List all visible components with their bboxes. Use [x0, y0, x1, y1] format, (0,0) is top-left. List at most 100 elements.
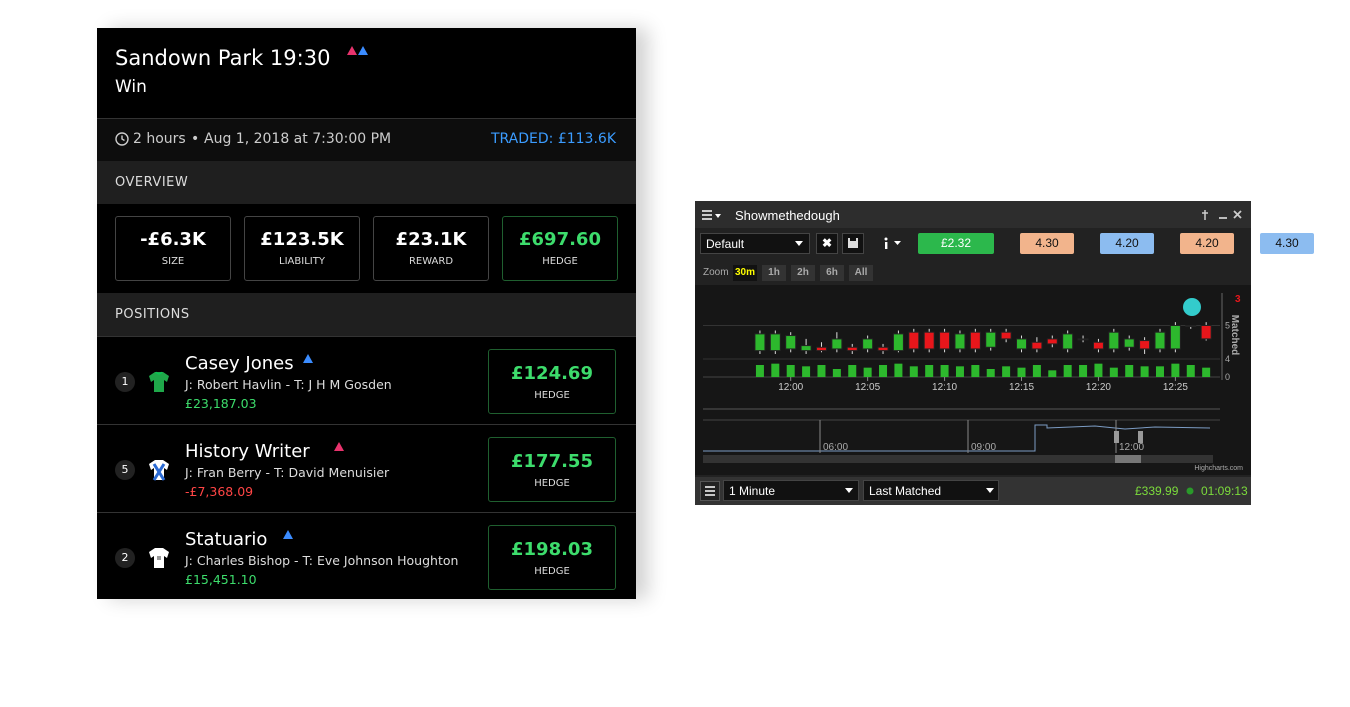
candle-body: [831, 338, 843, 350]
candle-body: [1092, 341, 1104, 350]
hedge-box: £124.69 HEDGE: [488, 349, 616, 414]
runner-number: 1: [115, 372, 135, 392]
hedge-value: £177.55: [511, 451, 593, 472]
overview-bar: OVERVIEW: [97, 161, 636, 204]
stat-box: -£6.3K SIZE: [115, 216, 231, 281]
candle-body: [1139, 340, 1151, 350]
candle-body: [939, 331, 951, 350]
volume-bar: [909, 366, 918, 377]
volume-bar: [955, 366, 964, 377]
stat-label: HEDGE: [542, 256, 578, 267]
candle-body: [785, 335, 797, 350]
candle-body: [1062, 333, 1074, 350]
x-tick-label: 12:10: [932, 382, 957, 393]
candle-body: [1031, 341, 1043, 350]
plot-bg: [695, 285, 1251, 475]
stat-box: £23.1K REWARD: [373, 216, 489, 281]
carets: [845, 488, 994, 493]
volume-bar: [1048, 370, 1057, 377]
candle-body: [969, 331, 981, 350]
scroll-thumb[interactable]: [1115, 455, 1141, 463]
price-chart: 4 5 0 12:00 12:05 12:10 12:15 12:20 12:25 Matched…: [695, 285, 1251, 475]
volume-bar: [832, 369, 841, 377]
clock-icon: [115, 132, 129, 146]
stat-label: SIZE: [161, 256, 185, 267]
navigator-tick-label: 12:00: [1119, 442, 1144, 453]
volume-bar: [1109, 367, 1118, 377]
candle-body: [1046, 338, 1058, 345]
runner-number: 5: [115, 460, 135, 480]
volume-bar: [940, 365, 949, 377]
hedge-value: £198.03: [511, 539, 593, 560]
volume-bar: [1032, 365, 1041, 377]
mode-select[interactable]: Last Matched: [863, 480, 999, 501]
volume-bar: [848, 365, 857, 377]
volume-bar: [1186, 365, 1195, 377]
duration: 2 hours: [133, 131, 186, 147]
runner-name: History Writer: [185, 441, 310, 462]
save-button[interactable]: [842, 233, 864, 254]
candle-body: [754, 333, 766, 352]
zoom-button: 2h: [791, 265, 815, 281]
alert-icon: [282, 530, 293, 539]
alert-icon: [303, 354, 314, 363]
positions-bar: POSITIONS: [97, 293, 636, 336]
runner-number: 2: [115, 548, 135, 568]
axis-title: Matched: [1229, 315, 1240, 356]
x-tick-label: 12:05: [855, 382, 880, 393]
hedge-label: HEDGE: [534, 478, 570, 489]
runner-name: Casey Jones: [185, 353, 294, 374]
candle-body: [1016, 338, 1028, 350]
volume-bar: [817, 365, 826, 377]
volume-bar: [755, 365, 764, 377]
candle-body: [954, 333, 966, 350]
navigator-handle[interactable]: [1114, 431, 1119, 443]
runner-amount: -£7,368.09: [185, 484, 254, 499]
candle-body: [1200, 324, 1212, 340]
x-tick-label: 12:15: [1009, 382, 1034, 393]
candle-body: [1000, 331, 1012, 340]
volume-tick-label: 0: [1225, 372, 1230, 382]
candle-body: [769, 333, 781, 352]
alert-icons: [347, 46, 368, 55]
stat-value: £23.1K: [395, 229, 467, 250]
volume-bar: [1017, 367, 1026, 377]
x-tick-label: 12:25: [1163, 382, 1188, 393]
candle-body: [1169, 324, 1181, 350]
market-panel: Sandown Park 19:30 Win 2 hours • Aug 1, …: [97, 28, 636, 599]
profile-select[interactable]: Default: [700, 233, 810, 254]
volume-bar: [1171, 363, 1180, 377]
window-controls[interactable]: [1201, 209, 1247, 221]
info-button[interactable]: [881, 237, 905, 249]
traded: TRADED: £113.6K: [490, 131, 616, 147]
hedge-label: HEDGE: [534, 390, 570, 401]
volume-bar: [771, 363, 780, 377]
interval-select[interactable]: 1 Minute: [723, 480, 859, 501]
clear-button[interactable]: ✖: [816, 233, 838, 254]
price-button: 4.20: [1180, 233, 1234, 254]
menu-button[interactable]: [700, 481, 720, 501]
zoom-button: 1h: [762, 265, 786, 281]
position-row: 1 Casey Jones J: Robert Havlin - T: J H M …: [97, 336, 636, 423]
candle-body: [1154, 331, 1166, 350]
price-button: £2.32: [918, 233, 994, 254]
volume-bar: [1125, 365, 1134, 377]
silk-icon: [149, 548, 169, 568]
hedge-box: £177.55 HEDGE: [488, 437, 616, 502]
marker: [1183, 298, 1201, 316]
volume-bar: [1079, 365, 1088, 377]
candle-body: [1108, 331, 1120, 350]
silk-icon: [149, 371, 169, 392]
zoom-button: 6h: [820, 265, 844, 281]
navigator-handle[interactable]: [1138, 431, 1143, 443]
menu-icon[interactable]: [702, 210, 722, 220]
alert-icon: [333, 442, 344, 451]
scrollbar[interactable]: [703, 455, 1213, 463]
volume-bar: [1202, 367, 1211, 377]
volume-bar: [1094, 363, 1103, 377]
volume-bar: [879, 365, 888, 377]
volume-bar: [1002, 366, 1011, 377]
silk-icon: [149, 460, 169, 481]
stat-box: £123.5K LIABILITY: [244, 216, 360, 281]
